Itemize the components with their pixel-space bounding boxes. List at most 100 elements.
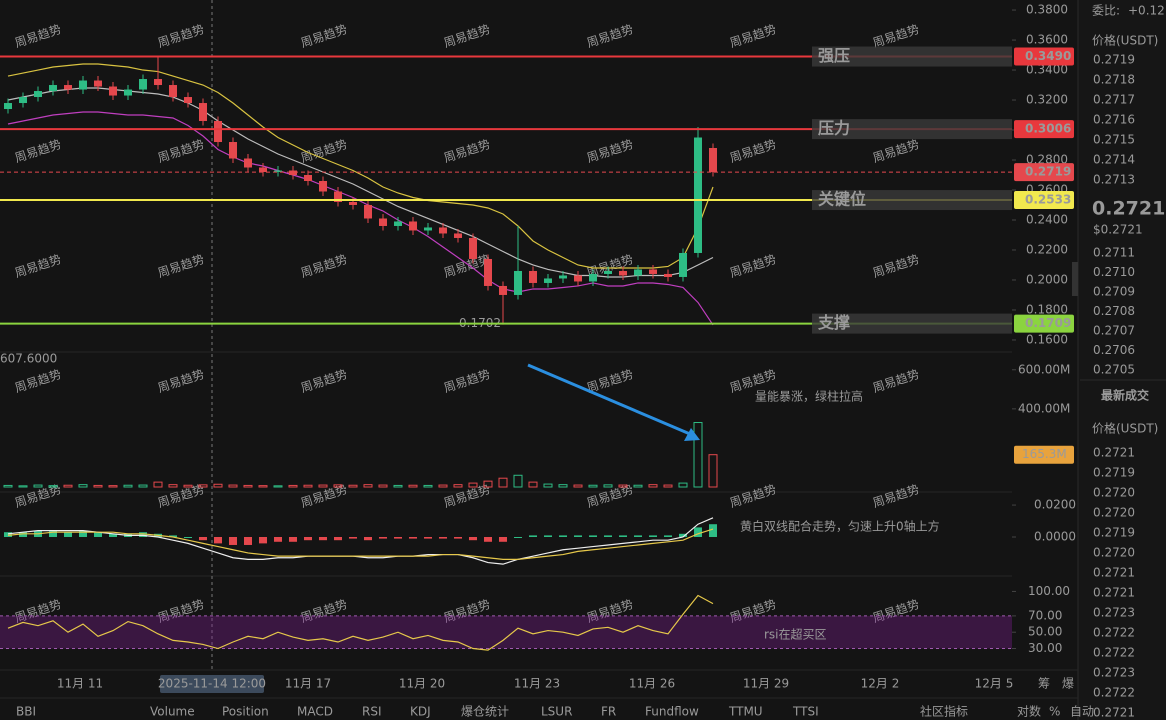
candle-body: [439, 227, 447, 234]
price-header: 价格(USDT): [1092, 33, 1158, 48]
level-label: 关键位: [818, 190, 866, 209]
volume-bar: [183, 484, 193, 488]
macd-bar: [169, 535, 177, 537]
y-tick-label: 0.0200: [1034, 498, 1076, 512]
candle-body: [334, 191, 342, 202]
rsi-line: [7, 594, 714, 651]
arrow: [527, 363, 691, 436]
level-label-bg: [812, 313, 1012, 334]
axis-tool[interactable]: 爆: [1062, 677, 1074, 691]
indicator-tab[interactable]: Volume: [150, 705, 195, 719]
volume-bar: [663, 484, 673, 488]
macd-bar: [49, 530, 57, 537]
level-value: 0.3490: [1025, 49, 1071, 63]
indicator-tab[interactable]: TTMU: [728, 705, 763, 719]
macd-bar: [439, 536, 447, 539]
volume-annotation: 量能暴涨，绿柱拉高: [755, 389, 863, 404]
crosshair-label-bg: [160, 675, 264, 693]
bid-price: 0.2710: [1093, 265, 1135, 279]
indicator-tab[interactable]: 社区指标: [920, 704, 968, 719]
volume-bar: [333, 484, 343, 488]
indicator-tab[interactable]: MACD: [297, 705, 333, 719]
candle-body: [589, 273, 597, 282]
bid-price: 0.2705: [1093, 363, 1135, 377]
indicator-tab[interactable]: 爆仓统计: [461, 705, 509, 719]
y-tick-label: 0.3600: [1026, 33, 1068, 47]
volume-bar: [543, 483, 553, 488]
indicator-tab[interactable]: KDJ: [410, 705, 431, 719]
indicator-tab[interactable]: FR: [601, 705, 616, 719]
volume-bar: [273, 485, 283, 488]
candle-body: [379, 218, 387, 226]
volume-bar: [3, 484, 13, 488]
candle-body: [64, 85, 72, 90]
candle-body: [19, 97, 27, 104]
ask-price: 0.2713: [1093, 173, 1135, 187]
candle-body: [229, 142, 237, 159]
volume-bar: [303, 484, 313, 488]
macd-bar: [214, 536, 222, 544]
candle-body: [319, 180, 327, 192]
y-tick-label: 30.00: [1028, 641, 1062, 655]
scroll-handle[interactable]: [1072, 262, 1078, 296]
indicator-tab[interactable]: BBI: [16, 705, 36, 719]
volume-bar: [318, 484, 328, 488]
candle-body: [649, 269, 657, 274]
indicator-tab[interactable]: TTSI: [792, 705, 819, 719]
y-tick-label: 0.3400: [1026, 63, 1068, 77]
macd-bar: [364, 536, 372, 541]
macd-bar: [619, 535, 627, 537]
trade-price: 0.2721: [1093, 586, 1135, 600]
y-tick-label: 0.0000: [1034, 529, 1076, 543]
volume-bar: [423, 484, 433, 488]
last-price-box: [1014, 163, 1074, 182]
indicator-tab[interactable]: Fundflow: [645, 705, 699, 719]
indicator-tab[interactable]: 对数: [1017, 704, 1041, 719]
macd-bar: [64, 532, 72, 537]
level-label: 压力: [818, 119, 850, 138]
trade-price: 0.2721: [1093, 566, 1135, 580]
trade-price: 0.2723: [1093, 666, 1135, 680]
band-line: [7, 63, 714, 269]
macd-bar: [529, 535, 537, 537]
trades-title: 最新成交: [1101, 388, 1149, 403]
volume-bar: [558, 484, 568, 488]
candle-body: [244, 158, 252, 168]
candle-body: [49, 85, 57, 92]
candle-body: [154, 79, 162, 86]
macd-bar: [244, 536, 252, 545]
macd-bar: [394, 536, 402, 539]
indicator-tab[interactable]: RSI: [362, 705, 382, 719]
candle-body: [109, 86, 117, 96]
macd-bar: [259, 536, 267, 544]
axis-tool[interactable]: 筹: [1038, 677, 1050, 691]
level-label-bg: [812, 190, 1012, 211]
candle-body: [349, 201, 357, 205]
candle-body: [364, 204, 372, 219]
volume-bar: [288, 484, 298, 488]
indicator-tab[interactable]: 自动: [1070, 705, 1094, 719]
macd-bar: [634, 535, 642, 537]
indicator-tab[interactable]: LSUR: [541, 705, 572, 719]
macd-bar: [499, 536, 507, 542]
indicator-tab[interactable]: Position: [222, 705, 269, 719]
level-value: 0.2533: [1025, 193, 1071, 207]
ask-price: 0.2717: [1093, 93, 1135, 107]
indicator-tab[interactable]: %: [1049, 705, 1060, 719]
y-tick-label: 100.00: [1028, 584, 1070, 598]
volume-bar: [528, 481, 538, 488]
macd-bar: [19, 532, 27, 537]
candle-body: [4, 103, 12, 110]
volume-bar: [213, 483, 223, 488]
candle-body: [139, 79, 147, 90]
macd-line: [7, 528, 714, 560]
volume-bar: [108, 485, 118, 488]
ask-price: 0.2715: [1093, 133, 1135, 147]
volume-bar: [453, 484, 463, 488]
trade-price: 0.2720: [1093, 506, 1135, 520]
y-tick-label: 0.2200: [1026, 242, 1068, 256]
trade-price: 0.2721: [1093, 706, 1135, 720]
volume-bar: [588, 484, 598, 488]
level-label-bg: [812, 119, 1012, 140]
macd-bar: [334, 536, 342, 541]
